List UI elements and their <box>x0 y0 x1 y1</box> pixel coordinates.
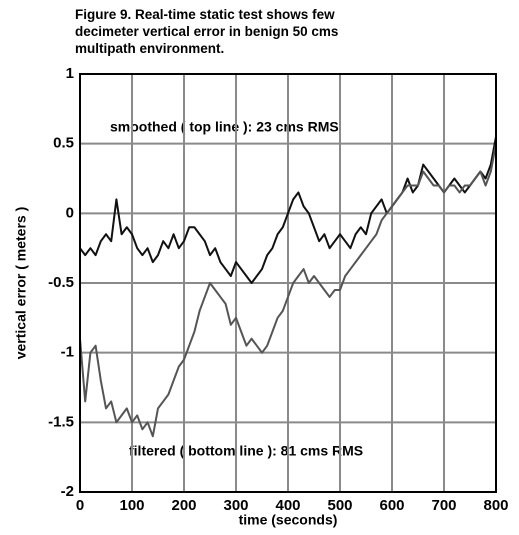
x-tick-label: 500 <box>327 497 352 514</box>
chart-title: Figure 9. Real-time static test shows fe… <box>75 7 339 56</box>
y-axis-label: vertical error ( meters ) <box>13 207 29 360</box>
x-tick-label: 0 <box>76 497 84 514</box>
series-line <box>79 136 497 284</box>
x-tick-label: 800 <box>483 497 508 514</box>
y-tick-label: 0.5 <box>53 135 74 152</box>
x-tick-label: 100 <box>119 497 144 514</box>
annotation: smoothed ( top line ): 23 cms RMS <box>110 119 339 135</box>
y-tick-label: -2 <box>61 483 74 500</box>
y-tick-label: -1 <box>61 344 74 361</box>
y-tick-label: -1.5 <box>48 413 74 430</box>
x-tick-label: 700 <box>431 497 456 514</box>
x-tick-label: 300 <box>223 497 248 514</box>
x-tick-label: 200 <box>171 497 196 514</box>
x-axis-label: time (seconds) <box>239 512 338 528</box>
y-tick-label: 1 <box>66 65 74 82</box>
plot-frame <box>79 73 497 493</box>
x-tick-label: 400 <box>275 497 300 514</box>
y-tick-label: -0.5 <box>48 274 74 291</box>
x-tick-label: 600 <box>379 497 404 514</box>
y-tick-label: 0 <box>66 204 74 221</box>
annotation: filtered ( bottom line ): 81 cms RMS <box>129 443 363 459</box>
series-line <box>79 143 497 438</box>
